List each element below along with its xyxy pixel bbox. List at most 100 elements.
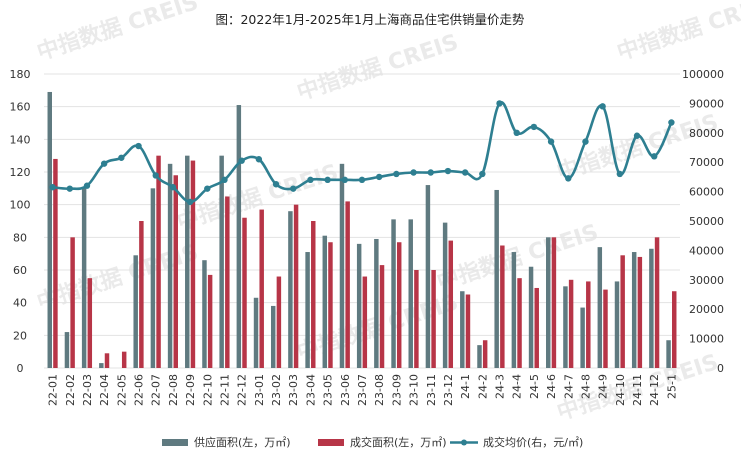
price-point	[152, 172, 159, 179]
price-point	[375, 173, 383, 181]
supply-bar	[374, 238, 379, 368]
left-tick-label: 60	[13, 264, 27, 277]
supply-bar	[494, 189, 499, 368]
x-tick-label: 23-05	[322, 374, 335, 406]
watermark-text: 中指数据 CREIS	[614, 0, 741, 66]
x-tick-label: 22-12	[236, 374, 249, 406]
supply-bar	[81, 186, 87, 368]
sales-bar	[431, 270, 436, 368]
left-tick-label: 160	[10, 101, 31, 114]
sales-bar	[328, 242, 333, 368]
price-point	[410, 169, 417, 176]
supply-bar	[99, 363, 104, 368]
x-tick-label: 22-02	[64, 374, 77, 406]
sales-bar	[603, 289, 608, 368]
price-point	[565, 175, 572, 182]
sales-bar	[121, 351, 127, 368]
price-point	[530, 123, 538, 131]
sales-bar	[482, 340, 488, 368]
x-tick-label: 24-10	[614, 374, 627, 406]
sales-bar	[448, 240, 454, 368]
sales-bar	[207, 274, 213, 368]
right-tick-label: 90000	[689, 97, 724, 110]
supply-bar	[580, 307, 585, 368]
supply-bar	[408, 219, 413, 368]
price-point	[599, 103, 606, 110]
x-tick-label: 24-5	[528, 374, 541, 399]
right-tick-label: 0	[717, 362, 724, 375]
sales-bar	[87, 278, 93, 368]
price-point	[255, 156, 263, 163]
price-point	[307, 176, 314, 184]
x-tick-label: 24-3	[494, 374, 507, 399]
sales-bar	[396, 242, 402, 368]
supply-bar	[649, 248, 654, 368]
x-tick-label: 23-02	[270, 374, 283, 406]
sales-bar	[311, 221, 316, 368]
left-tick-label: 0	[17, 362, 24, 375]
price-point	[341, 176, 349, 184]
x-tick-label: 22-11	[218, 374, 231, 406]
sales-bar	[414, 270, 419, 368]
price-point	[479, 170, 486, 178]
x-tick-label: 23-06	[339, 374, 352, 406]
x-tick-label: 22-07	[150, 374, 163, 406]
left-tick-label: 140	[10, 133, 31, 146]
sales-bar	[139, 221, 144, 368]
sales-bar	[517, 278, 522, 368]
sales-bar	[173, 175, 178, 368]
x-tick-label: 22-09	[184, 374, 197, 406]
sales-bar	[551, 237, 557, 368]
legend-swatch-supply	[162, 439, 188, 446]
left-tick-label: 40	[13, 297, 27, 310]
x-tick-label: 24-8	[579, 374, 592, 399]
x-axis: 22-01 22-02 22-03 22-04 22-05 22-06 22-07 22-08…	[47, 374, 679, 406]
price-point	[100, 160, 108, 167]
price-point	[186, 198, 194, 206]
supply-bar	[185, 155, 190, 368]
sales-bar	[534, 287, 539, 368]
price-point	[616, 170, 624, 178]
price-point	[496, 100, 503, 107]
x-tick-label: 24-6	[545, 374, 558, 399]
x-tick-label: 23-12	[442, 374, 455, 406]
sales-bar	[586, 281, 591, 368]
legend-label-price: 成交均价(右，元/㎡)	[483, 435, 583, 449]
sales-bar	[568, 279, 574, 368]
sales-bar	[500, 245, 505, 368]
x-tick-label: 22-08	[167, 374, 180, 406]
price-point	[221, 176, 228, 184]
price-point	[49, 183, 56, 191]
x-tick-label: 24-11	[631, 374, 644, 406]
price-point	[393, 170, 400, 178]
price-point	[135, 142, 142, 150]
supply-bar	[614, 281, 620, 368]
left-tick-label: 80	[13, 231, 27, 244]
watermark-text: 中指数据 CREIS	[34, 0, 202, 66]
supply-bar	[511, 252, 517, 368]
sales-bar	[379, 265, 385, 368]
supply-bar	[631, 252, 637, 368]
x-tick-label: 22-04	[98, 374, 111, 406]
price-point	[651, 153, 658, 160]
sales-bar	[276, 276, 282, 368]
x-tick-label: 24-7	[562, 374, 575, 399]
supply-bar	[150, 188, 156, 368]
supply-bar	[477, 345, 482, 368]
supply-bar	[442, 222, 448, 368]
sales-bar	[654, 237, 660, 368]
price-point	[547, 138, 555, 145]
sales-bar	[242, 217, 247, 368]
price-point	[668, 119, 675, 126]
x-tick-label: 23-09	[390, 374, 403, 406]
sales-bar	[259, 209, 264, 368]
price-point	[444, 167, 452, 175]
gridlines	[44, 73, 680, 369]
legend-swatch-sales	[318, 439, 344, 446]
price-point	[633, 132, 641, 139]
price-point	[358, 176, 366, 184]
sales-bar	[465, 294, 471, 368]
x-tick-label: 23-07	[356, 374, 369, 406]
left-tick-label: 120	[10, 166, 31, 179]
